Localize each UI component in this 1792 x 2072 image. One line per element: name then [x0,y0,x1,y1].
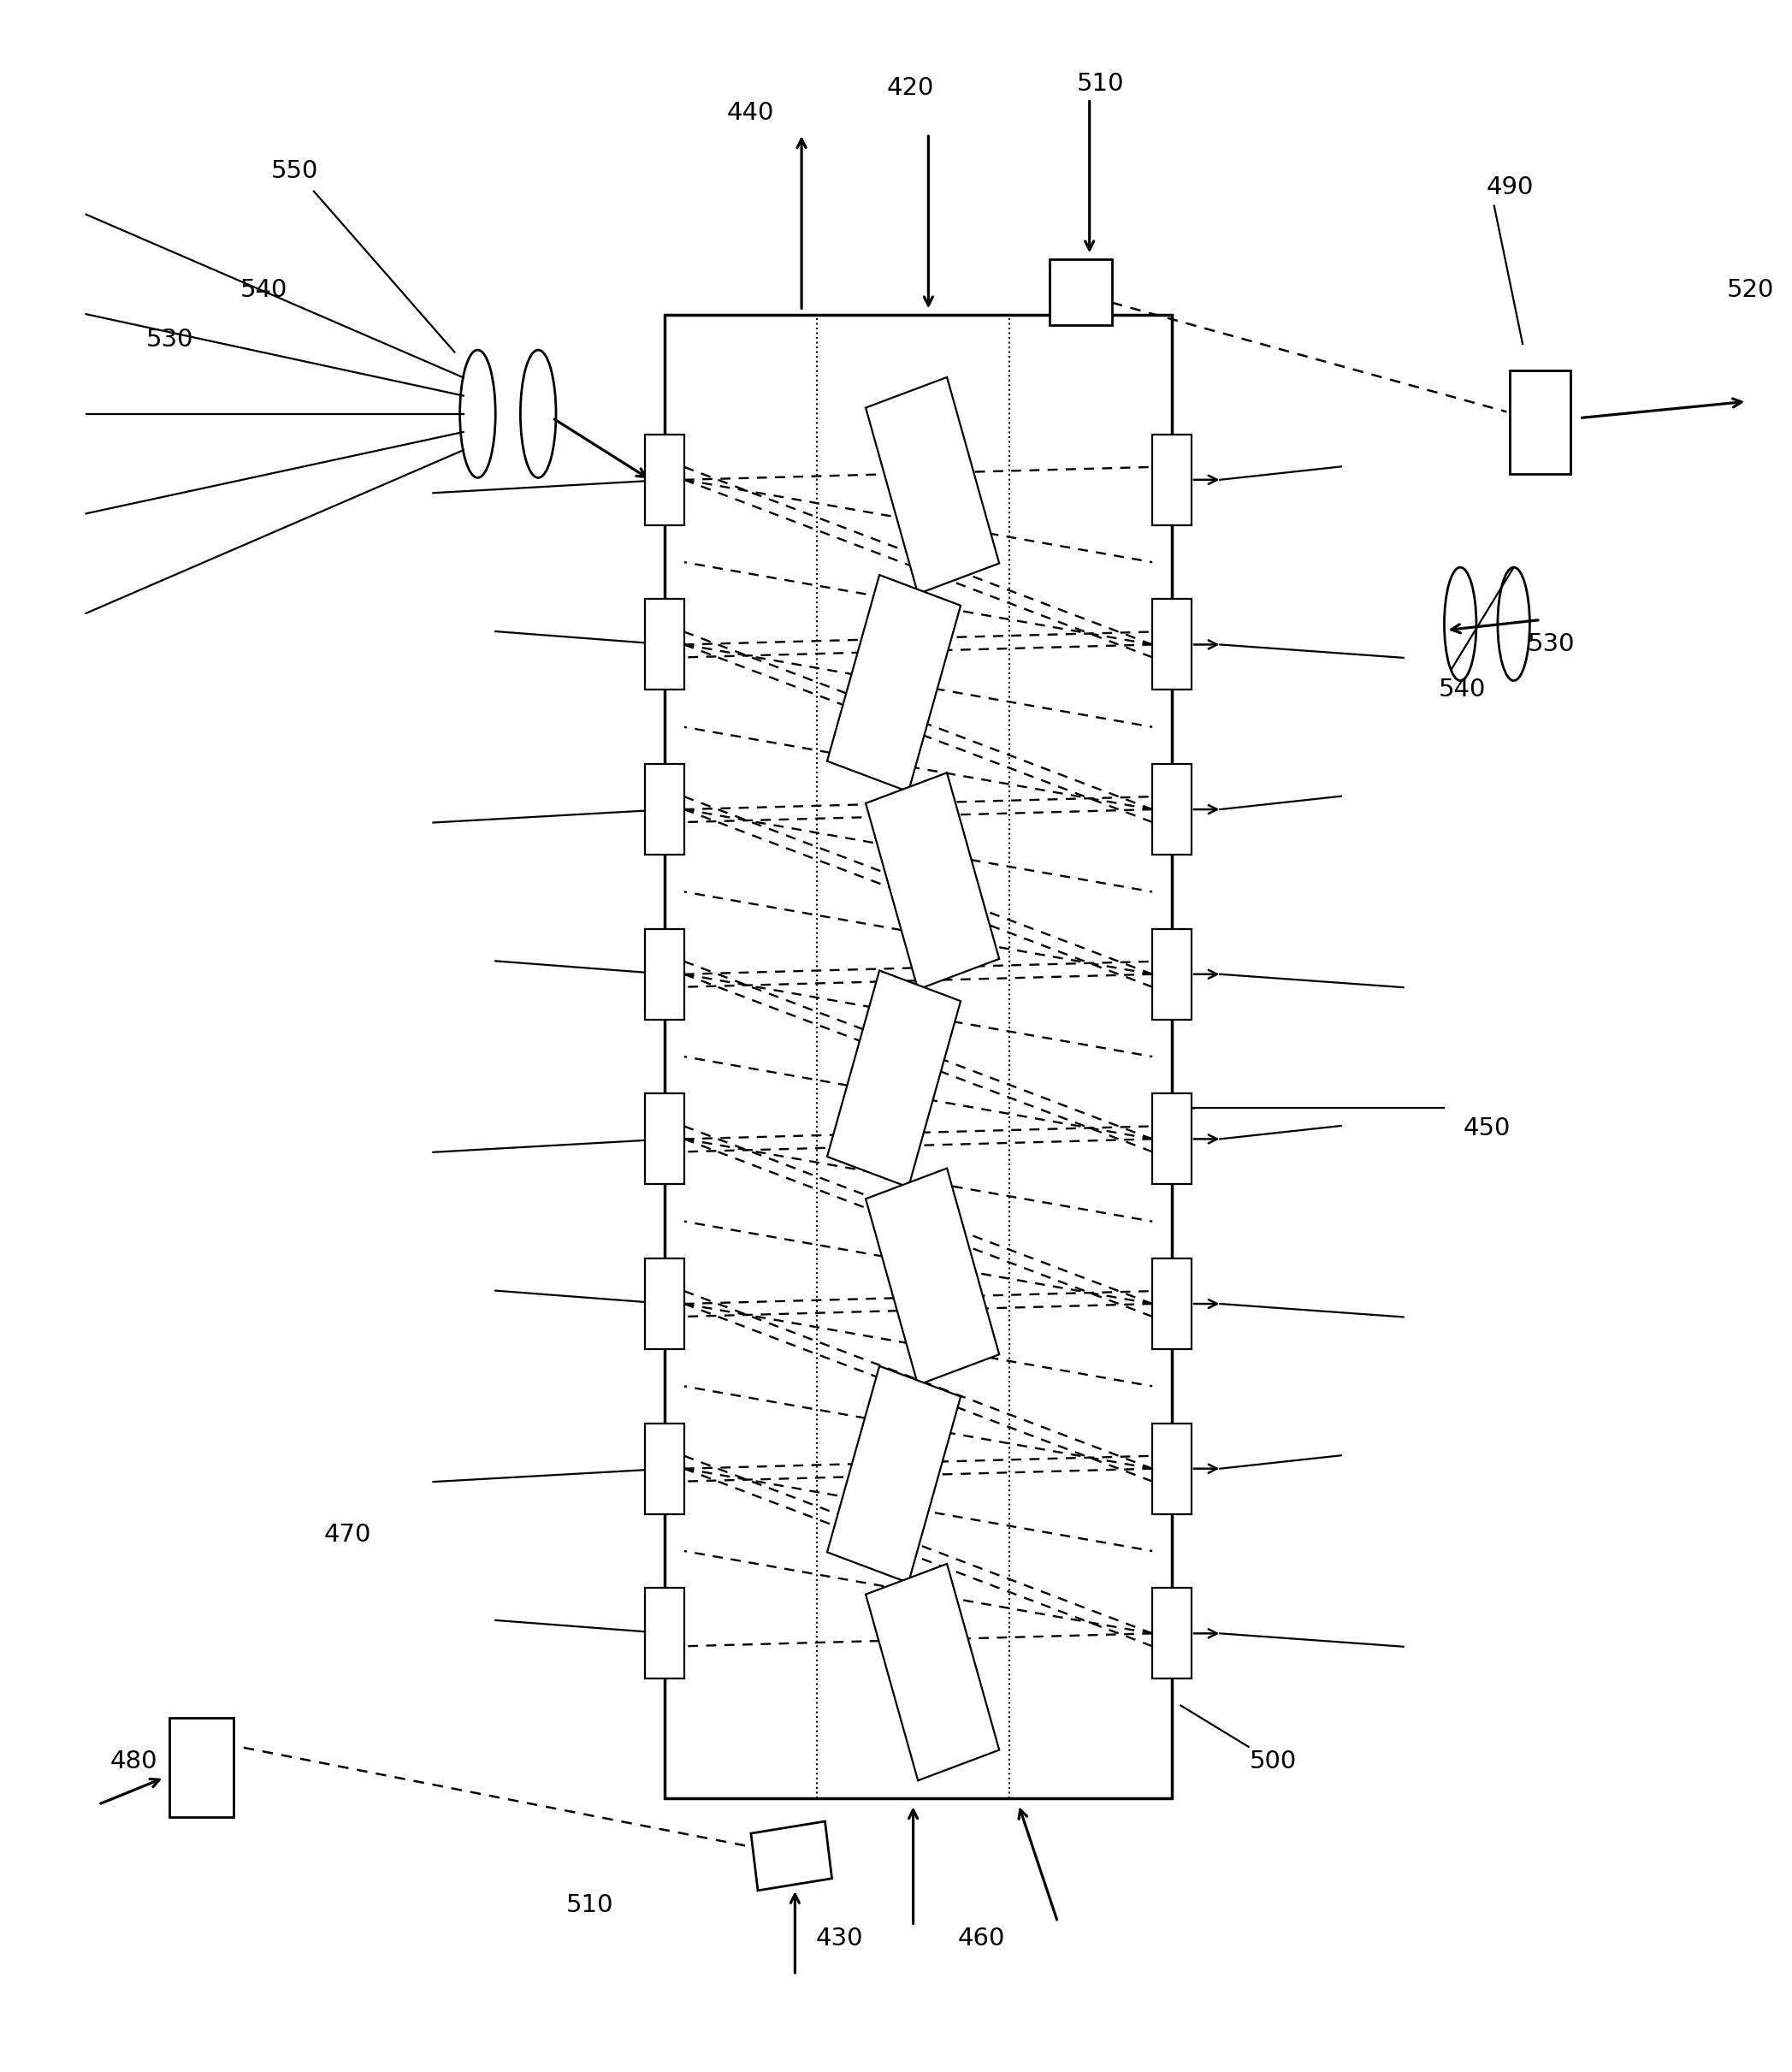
Bar [645,1258,685,1349]
Bar [1152,1587,1192,1678]
Polygon shape [828,970,961,1187]
Text: 530: 530 [1527,632,1575,657]
Bar [645,1587,685,1678]
Polygon shape [866,1169,1000,1384]
Bar [1152,928,1192,1019]
Text: 460: 460 [957,1927,1005,1950]
Polygon shape [828,574,961,792]
Text: 520: 520 [1727,278,1774,303]
Text: 420: 420 [887,77,934,99]
Text: 480: 480 [111,1749,158,1774]
Text: 510: 510 [566,1894,613,1917]
Bar [645,599,685,690]
Text: 540: 540 [1439,678,1486,702]
Bar [1152,765,1192,856]
Bar [1511,371,1570,474]
Text: 540: 540 [240,278,289,303]
Bar [1152,599,1192,690]
Polygon shape [866,1564,1000,1780]
Bar [645,1423,685,1515]
Text: 500: 500 [1249,1749,1297,1774]
Polygon shape [866,773,1000,990]
Bar [170,1718,233,1817]
Polygon shape [866,377,1000,595]
Polygon shape [751,1821,831,1890]
Text: 470: 470 [324,1523,371,1546]
Polygon shape [828,1365,961,1583]
Bar [645,928,685,1019]
Text: 490: 490 [1486,176,1534,199]
Text: 530: 530 [145,327,194,352]
Bar [645,435,685,524]
Bar [665,315,1172,1798]
Bar [1152,1258,1192,1349]
Text: 450: 450 [1464,1117,1511,1142]
Text: 440: 440 [726,102,774,124]
Bar [1152,1094,1192,1185]
Text: 510: 510 [1077,73,1124,95]
Bar [645,1094,685,1185]
Bar [1152,1423,1192,1515]
Bar [1152,435,1192,524]
Bar [1050,259,1111,325]
Bar [645,765,685,856]
Text: 430: 430 [815,1927,862,1950]
Text: 550: 550 [271,160,317,182]
